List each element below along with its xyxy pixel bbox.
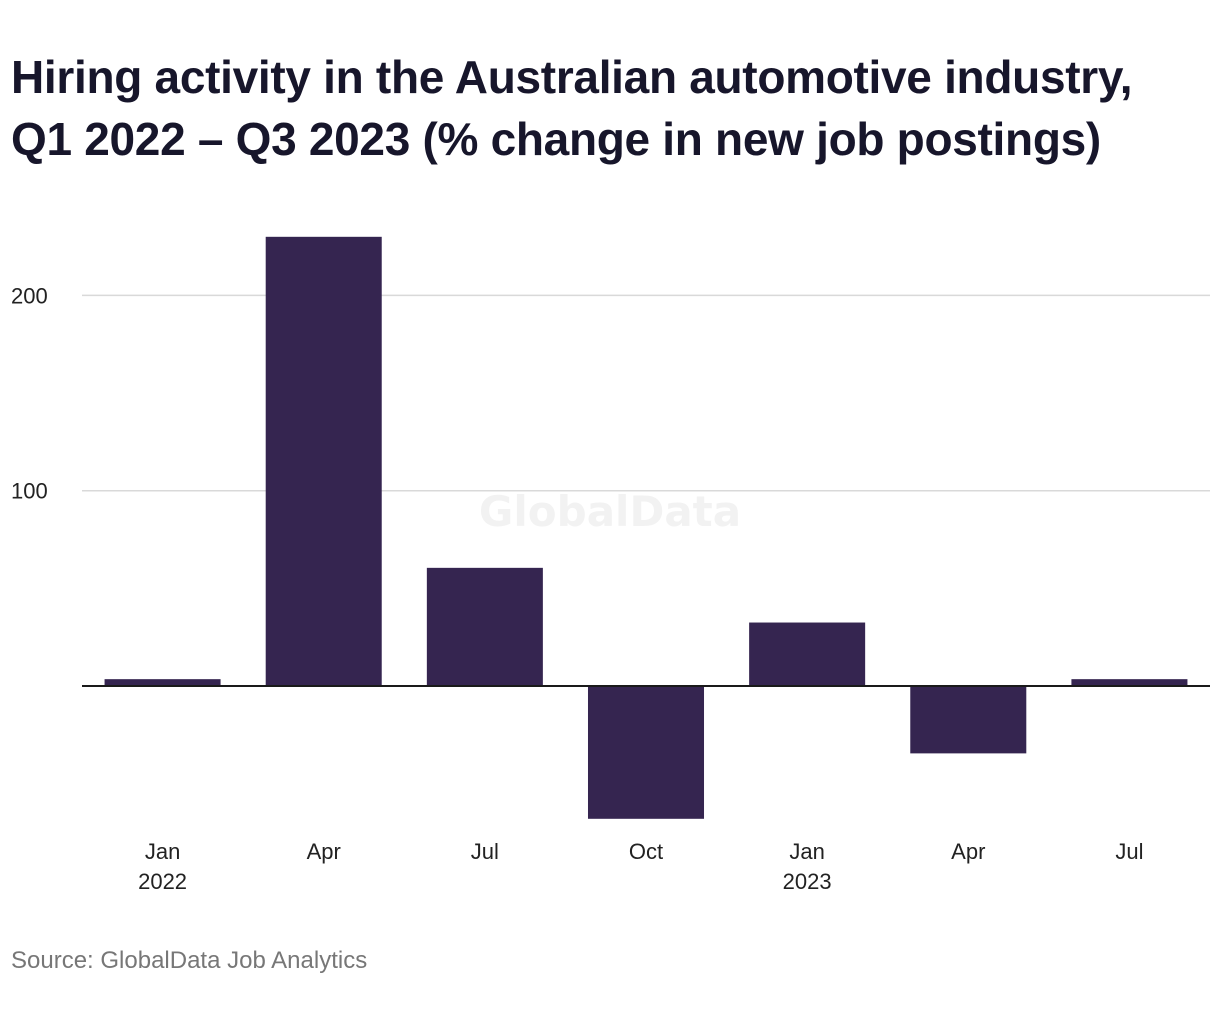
x-axis-tick-labels: Jan 2022 Apr Jul Oct Jan 2023 Apr Jul <box>138 839 1143 894</box>
bar-jul-6 <box>1071 679 1188 686</box>
y-tick-label-100: 100 <box>11 479 48 504</box>
x-tick-label-4: Jan <box>789 839 824 864</box>
x-tick-label-5: Apr <box>951 839 985 864</box>
bar-oct-3 <box>587 686 705 819</box>
bar-apr-1 <box>265 236 382 686</box>
watermark: GlobalData <box>479 487 741 536</box>
x-tick-label-0: Jan <box>145 839 180 864</box>
x-tick-label-3: Oct <box>629 839 663 864</box>
x-tick-year-label-0: 2022 <box>138 869 187 894</box>
chart-title-line-2: Q1 2022 – Q3 2023 (% change in new job p… <box>11 113 1101 165</box>
x-tick-label-1: Apr <box>307 839 341 864</box>
x-tick-label-6: Jul <box>1115 839 1143 864</box>
bars <box>82 236 1210 819</box>
chart-title: Hiring activity in the Australian automo… <box>11 46 1211 170</box>
bar-jul-2 <box>426 567 543 686</box>
bar-apr-5 <box>910 686 1027 754</box>
x-tick-label-2: Jul <box>471 839 499 864</box>
bar-jan-2023-4 <box>749 622 866 686</box>
gridlines <box>82 294 1210 492</box>
x-tick-year-label-4: 2023 <box>783 869 832 894</box>
source-note: Source: GlobalData Job Analytics <box>11 947 368 974</box>
y-axis-tick-labels: 100 200 <box>11 283 48 503</box>
chart-title-line-1: Hiring activity in the Australian automo… <box>11 51 1133 103</box>
bar-jan-2022-0 <box>104 679 221 686</box>
y-tick-label-200: 200 <box>11 283 48 308</box>
